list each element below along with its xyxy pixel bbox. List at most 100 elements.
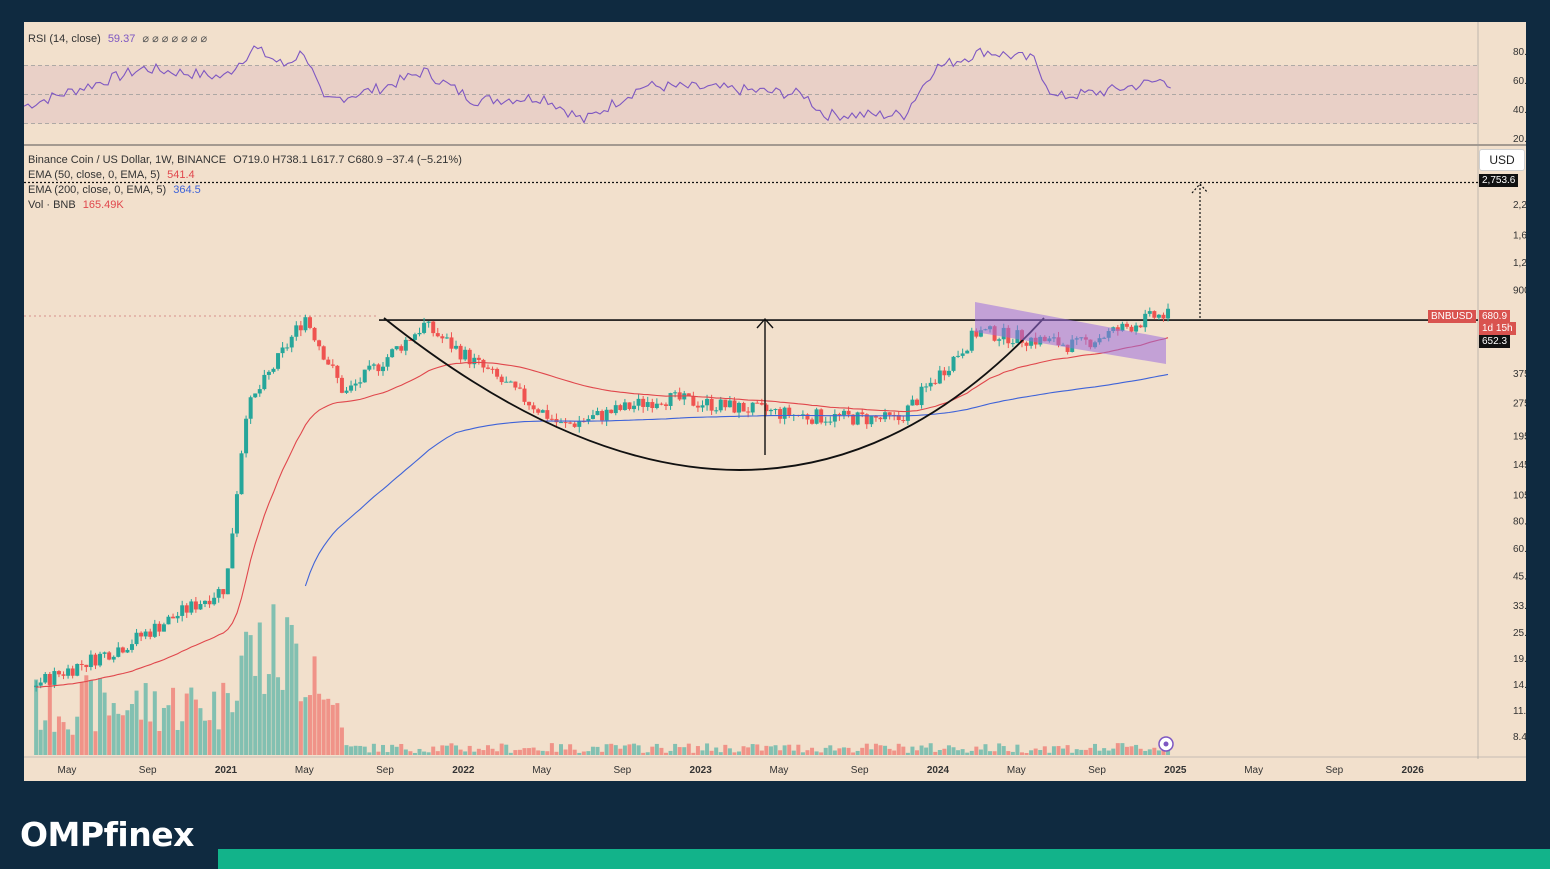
volume-bar	[504, 744, 509, 755]
time-axis-tick: 2025	[1164, 765, 1187, 776]
volume-bar	[207, 720, 212, 755]
volume-bar	[586, 751, 591, 755]
candle-body	[563, 422, 568, 424]
volume-bar	[38, 729, 43, 755]
volume-bar	[540, 750, 545, 755]
volume-bar	[1097, 750, 1102, 755]
candle-body	[1010, 343, 1015, 345]
candle-body	[161, 624, 166, 632]
volume-bar	[700, 750, 705, 755]
volume-bar	[755, 744, 760, 755]
candle-body	[531, 405, 536, 410]
volume-bar	[180, 721, 185, 755]
volume-bar	[1134, 744, 1139, 755]
volume-bar	[175, 729, 180, 755]
candle-body	[175, 615, 180, 619]
volume-bar	[193, 699, 198, 755]
chart-area[interactable]: 80.00 60.00 40.00 20.00 2,200.0 1,600.0 1,200.…	[24, 22, 1526, 781]
candle-body	[120, 647, 125, 653]
candle-body	[1161, 314, 1166, 319]
price-axis-tick: 145.0	[1513, 460, 1526, 471]
candle-body	[490, 368, 495, 370]
candle-body	[276, 353, 281, 369]
candle-body	[198, 604, 203, 610]
volume-bar	[335, 703, 340, 755]
candle-body	[467, 349, 472, 365]
volume-bar	[385, 752, 390, 755]
volume-bar	[1070, 752, 1075, 755]
volume-bar	[1015, 744, 1020, 755]
price-axis-tick: 1,200.0	[1513, 258, 1526, 269]
candle-body	[102, 652, 107, 654]
volume-bar	[723, 744, 728, 755]
time-axis-tick: Sep	[1088, 765, 1106, 776]
volume-bar	[1129, 746, 1134, 755]
volume-bar	[339, 727, 344, 755]
candle-body	[61, 674, 66, 676]
volume-bar	[248, 635, 253, 755]
volume-bar	[257, 622, 262, 755]
volume-bar	[978, 749, 983, 755]
candle-body	[193, 601, 198, 610]
volume-bar	[632, 743, 637, 755]
candle-body	[627, 402, 632, 410]
candle-body	[773, 409, 778, 411]
volume-bar	[408, 751, 413, 755]
volume-bar	[312, 656, 317, 755]
candle-body	[56, 671, 61, 675]
volume-bar	[61, 722, 66, 755]
candle-body	[814, 409, 819, 424]
candle-body	[152, 623, 157, 637]
volume-bar	[1106, 750, 1111, 755]
volume-bar	[764, 745, 769, 755]
time-axis-tick: Sep	[851, 765, 869, 776]
volume-bar	[280, 689, 285, 755]
candle-body	[248, 397, 253, 419]
volume-bar	[873, 743, 878, 755]
volume-bar	[463, 751, 468, 755]
candle-body	[782, 407, 787, 419]
volume-bar	[34, 679, 39, 755]
volume-bar	[431, 746, 436, 755]
volume-bar	[157, 730, 162, 755]
volume-bar	[66, 729, 71, 755]
volume-bar	[139, 719, 144, 755]
candle-body	[485, 367, 490, 369]
candle-body	[673, 392, 678, 394]
volume-bar	[1001, 746, 1006, 755]
candle-body	[326, 359, 331, 365]
volume-bar	[203, 720, 208, 755]
candle-body	[750, 402, 755, 413]
brand-logo: OMPfinex	[20, 815, 194, 854]
volume-bar	[933, 751, 938, 755]
volume-bar	[349, 746, 354, 755]
currency-button[interactable]: USD	[1479, 149, 1525, 171]
volume-bar	[276, 677, 281, 755]
volume-bar	[951, 747, 956, 755]
price-chart[interactable]: 80.00 60.00 40.00 20.00 2,200.0 1,600.0 1,200.…	[24, 22, 1526, 781]
candle-body	[896, 415, 901, 421]
price-axis-tick: 8.4	[1513, 732, 1526, 743]
volume-bar	[508, 752, 513, 755]
volume-bar	[1088, 747, 1093, 755]
price-axis-tick: 33.0	[1513, 601, 1526, 612]
volume-bar	[253, 675, 258, 755]
main-legend: Binance Coin / US Dollar, 1W, BINANCE O7…	[28, 153, 462, 213]
volume-bar	[737, 751, 742, 755]
time-axis-tick: Sep	[1325, 765, 1343, 776]
volume-bar	[184, 693, 189, 755]
volume-bar	[627, 744, 632, 755]
volume-bar	[1024, 752, 1029, 755]
candle-body	[632, 405, 637, 410]
candle-body	[869, 416, 874, 425]
ema50-label: EMA (50, close, 0, EMA, 5)	[28, 169, 161, 181]
candle-body	[1166, 308, 1171, 319]
volume-bar	[152, 691, 157, 755]
volume-bar	[992, 751, 997, 755]
volume-bar	[120, 715, 125, 755]
volume-bar	[440, 745, 445, 755]
volume-bar	[517, 749, 522, 755]
candle-body	[289, 336, 294, 348]
volume-bar	[417, 748, 422, 755]
volume-bar	[645, 752, 650, 755]
